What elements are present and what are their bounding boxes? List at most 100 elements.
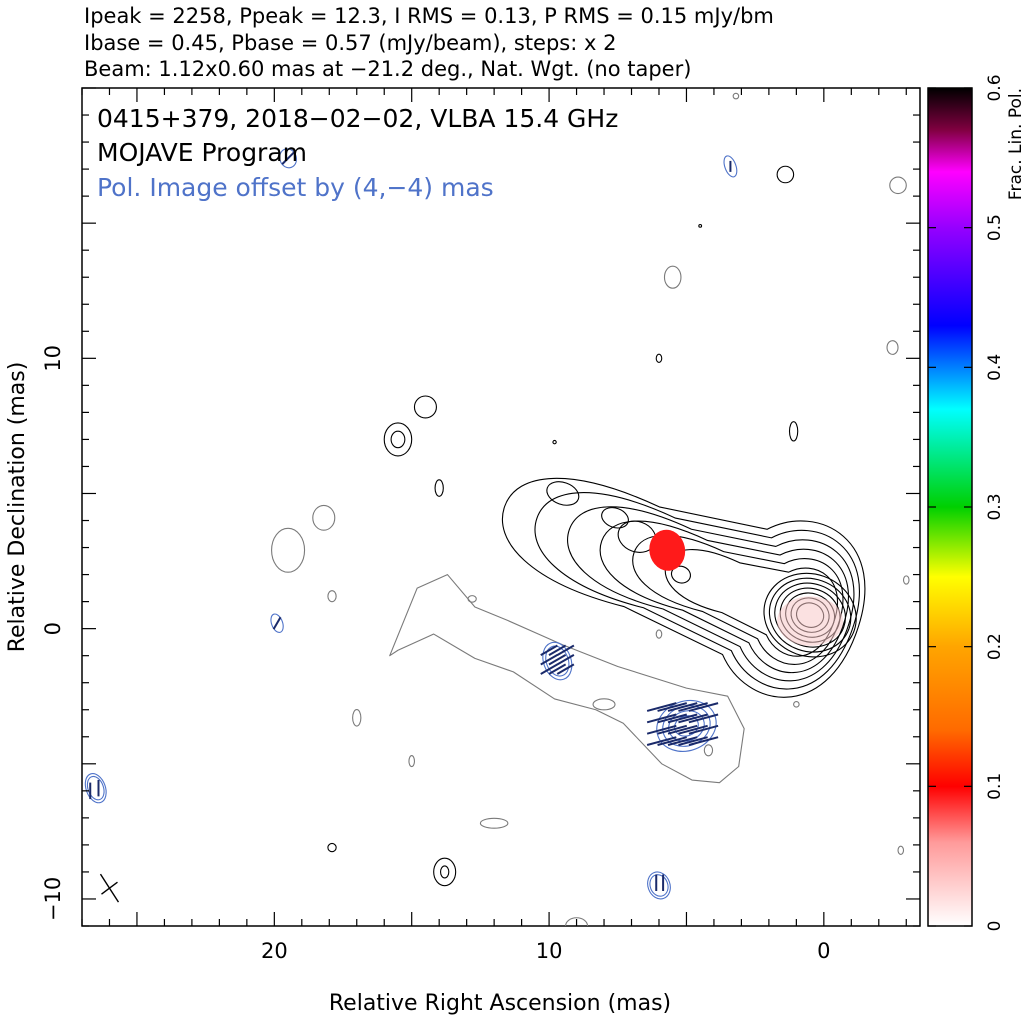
intensity-contour [632,534,844,665]
evpa-vector [678,713,708,724]
evpa-vector [657,736,688,746]
pol-noise-contour [352,709,362,727]
y-tick-label: 0 [41,622,65,635]
program-name: MOJAVE Program [97,138,307,167]
jet-knot-contour [670,565,691,584]
evpa-vector [548,654,567,666]
colorbar-label: Frac. Lin. Pol. [1006,88,1026,200]
jet-knot-contour [546,481,580,506]
evpa-vector [678,702,708,712]
pol-noise-contour [327,590,337,603]
pol-noise-contour [479,817,509,829]
plot-frame [81,87,921,927]
evpa-vector [540,644,558,656]
colorbar-tick-label: 0.6 [985,74,1005,101]
pol-intensity-contour [279,148,298,169]
evpa-vector [657,724,688,735]
pol-noise-contour [592,698,616,711]
intensity-contour-group [534,492,860,690]
intensity-contour [567,506,855,682]
intensity-contour [763,572,857,658]
pol-noise-contour [408,755,416,768]
evpa-vector [540,663,558,675]
pol-noise-contour [271,527,306,573]
pol-envelope-contour [389,574,745,784]
x-tick-label: 10 [536,939,563,963]
colorbar-tick-label: 0 [985,921,1005,932]
evpa-vector [667,736,698,746]
x-tick-label: 0 [817,939,830,963]
frac-pol-patch [649,529,686,571]
evpa-vectors [89,151,732,891]
isolated-contour [776,165,795,184]
header-base-line: Ibase = 0.45, Pbase = 0.57 (mJy/beam), s… [84,31,616,55]
pol-noise-contour [467,595,477,603]
noise-contours [99,873,120,903]
intensity-contour-group [599,520,849,674]
core-pol-shading [777,596,844,646]
colorbar-tick-label: 0.3 [985,493,1005,520]
intensity-contour [768,577,852,653]
isolated-contour [788,421,799,442]
evpa-vector [678,724,708,735]
x-axis-label: Relative Right Ascension (mas) [329,991,671,1016]
pol-noise-contour [886,340,899,355]
header-beam-line: Beam: 1.12x0.60 mas at −21.2 deg., Nat. … [84,57,691,81]
pol-noise-contour [793,701,800,708]
isolated-contour [413,395,437,419]
pol-offset-note: Pol. Image offset by (4,−4) mas [97,173,494,202]
isolated-contour [433,857,457,887]
pol-noise-contour [703,744,714,757]
pol-intensity-contour [723,155,738,178]
beam-minor-axis [101,881,118,895]
evpa-vector [657,702,688,712]
intensity-contour-group [632,534,844,665]
isolated-contour [383,422,413,457]
colorbar-tick-label: 0.2 [985,633,1005,660]
colorbar-tick-label: 0.4 [985,354,1005,381]
pol-intensity-contour [674,715,699,737]
pol-noise-contour [663,265,682,289]
evpa-vector [688,724,719,735]
evpa-vector [272,616,282,630]
isolated-contour [552,439,557,445]
isolated-contour [327,842,337,853]
intensity-contour [599,520,849,674]
evpa-vector [548,663,567,675]
intensity-contour-group [567,506,855,682]
total-intensity-contours [327,165,866,887]
evpa-vector [281,151,295,165]
colorbar-tick-label: 0.1 [985,773,1005,800]
pol-noise-contour [655,629,663,639]
isolated-contour [434,479,444,497]
isolated-contour [390,430,406,449]
pol-noise-contour [897,845,905,855]
intensity-contour [534,492,860,690]
evpa-vector [688,736,719,746]
isolated-contour [440,865,450,879]
pol-intensity-contour [668,710,705,742]
y-axis-label: Relative Declination (mas) [5,362,30,653]
intensity-contour-group [501,477,866,698]
intensity-contour [774,582,846,648]
evpa-vector [556,644,575,656]
evpa-vector [646,713,677,724]
evpa-vector [556,663,575,675]
evpa-vector [688,702,719,712]
evpa-vector [646,724,677,735]
y-tick-label: 10 [41,345,65,372]
isolated-contour [698,223,703,228]
jet-knot-contour [601,507,629,529]
x-tick-label: 20 [261,939,288,963]
pol-intensity-contour [647,871,671,900]
pol-noise-contour [732,92,740,100]
evpa-vector [667,724,698,735]
axis-ticks: 20 10 0 −10 0 10 [41,87,920,963]
evpa-vector [667,702,698,712]
evpa-vector [646,702,677,712]
evpa-vector [556,654,575,666]
evpa-vector [540,654,558,666]
pol-noise-contour [902,575,910,585]
pol-intensity-contour [270,613,284,634]
evpa-vector [657,713,688,724]
